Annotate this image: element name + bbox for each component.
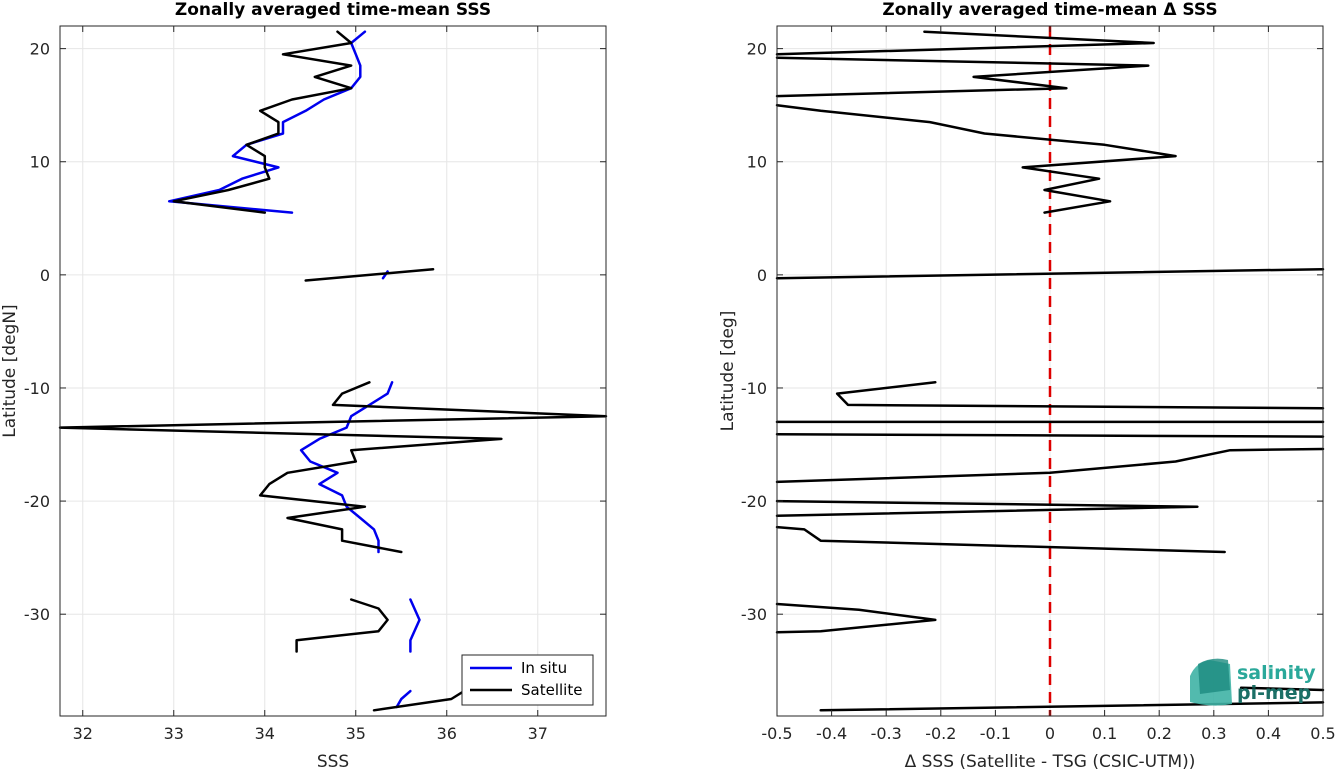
chart-title: Zonally averaged time-mean SSS bbox=[175, 0, 491, 20]
x-tick-label: 0 bbox=[1045, 724, 1055, 743]
x-tick-label: 32 bbox=[73, 724, 93, 743]
series-line-delta-sss bbox=[775, 447, 1325, 484]
tick-labels: -0.5 -0.4 -0.3 -0.2 -0.1 0 0.1 0.2 0.3 0.4 0.5 20 10… bbox=[741, 26, 1336, 743]
x-tick-label: 0.3 bbox=[1201, 724, 1226, 743]
plot-area-background bbox=[60, 26, 606, 716]
x-tick-label: 34 bbox=[255, 724, 275, 743]
series-line-satellite bbox=[58, 381, 608, 554]
chart-title: Zonally averaged time-mean Δ SSS bbox=[882, 0, 1217, 20]
logo-text-salinity: salinity bbox=[1237, 662, 1316, 684]
y-tick-label: 10 bbox=[747, 153, 767, 172]
x-tick-label: -0.2 bbox=[925, 724, 956, 743]
sss-chart: 32 33 34 35 36 37 20 10 0 -10 -20 -30 Zonally avera… bbox=[0, 0, 608, 769]
series-line-delta-sss bbox=[1239, 686, 1325, 692]
y-tick-label: -10 bbox=[24, 379, 50, 398]
x-axis-label: Δ SSS (Satellite - TSG (CSIC-UTM)) bbox=[905, 752, 1196, 769]
series-line-delta-sss bbox=[775, 525, 1226, 554]
x-tick-label: -0.5 bbox=[761, 724, 792, 743]
logo-text-pi-mep: pi-mep bbox=[1237, 682, 1311, 704]
plot-frame bbox=[59, 25, 607, 717]
legend-label-satellite: Satellite bbox=[521, 681, 582, 699]
x-axis-label: SSS bbox=[317, 752, 349, 769]
x-tick-label: 0.4 bbox=[1256, 724, 1281, 743]
x-tick-label: 37 bbox=[528, 724, 548, 743]
legend: In situ Satellite bbox=[461, 654, 594, 706]
y-tick-label: -30 bbox=[741, 605, 767, 624]
series-line-delta-sss bbox=[775, 56, 1150, 98]
logo-wave-mark-back bbox=[1198, 658, 1230, 694]
series-line-satellite bbox=[172, 30, 353, 214]
y-tick-label: -30 bbox=[24, 605, 50, 624]
legend-label-in-situ: In situ bbox=[521, 659, 567, 677]
series-line-delta-sss bbox=[775, 267, 1325, 280]
tick-labels: 32 33 34 35 36 37 20 10 0 -10 -20 -30 bbox=[24, 26, 606, 743]
series-line-in-situ bbox=[409, 598, 421, 653]
y-tick-label: 20 bbox=[30, 40, 50, 59]
y-tick-label: -20 bbox=[741, 492, 767, 511]
series-line-delta-sss bbox=[775, 499, 1199, 518]
series-line-delta-sss bbox=[775, 602, 937, 634]
y-tick-label: 0 bbox=[757, 266, 767, 285]
x-tick-label: 33 bbox=[164, 724, 184, 743]
series-line-delta-sss bbox=[775, 103, 1177, 214]
grid-lines bbox=[60, 26, 606, 716]
salinity-pi-mep-logo: salinity pi-mep bbox=[1190, 658, 1316, 706]
x-tick-label: 35 bbox=[346, 724, 366, 743]
series-line-in-situ bbox=[395, 689, 412, 709]
x-tick-label: 0.5 bbox=[1310, 724, 1335, 743]
y-axis-label: Latitude [deg] bbox=[718, 311, 738, 432]
series-line-in-situ bbox=[167, 30, 367, 214]
y-axis-label: Latitude [degN] bbox=[0, 304, 20, 437]
delta-sss-chart: -0.5 -0.4 -0.3 -0.2 -0.1 0 0.1 0.2 0.3 0.4 0.5 20 10… bbox=[718, 0, 1336, 769]
series-line-delta-sss bbox=[819, 701, 1325, 712]
y-tick-label: 0 bbox=[40, 266, 50, 285]
x-tick-label: 0.2 bbox=[1146, 724, 1171, 743]
series-lines bbox=[58, 30, 608, 712]
series-line-delta-sss bbox=[835, 381, 1325, 410]
series-line-delta-sss bbox=[775, 30, 1155, 56]
legend-box bbox=[461, 654, 594, 706]
series-line-satellite bbox=[304, 267, 435, 282]
series-line-delta-sss bbox=[775, 433, 1325, 438]
series-lines bbox=[775, 30, 1325, 712]
x-tick-label: -0.3 bbox=[871, 724, 902, 743]
y-tick-label: -10 bbox=[741, 379, 767, 398]
x-tick-label: 36 bbox=[437, 724, 457, 743]
y-tick-label: 10 bbox=[30, 153, 50, 172]
x-tick-label: -0.4 bbox=[816, 724, 847, 743]
x-tick-label: -0.1 bbox=[980, 724, 1011, 743]
y-tick-label: -20 bbox=[24, 492, 50, 511]
y-tick-label: 20 bbox=[747, 40, 767, 59]
series-line-satellite bbox=[295, 598, 389, 653]
x-tick-label: 0.1 bbox=[1092, 724, 1117, 743]
